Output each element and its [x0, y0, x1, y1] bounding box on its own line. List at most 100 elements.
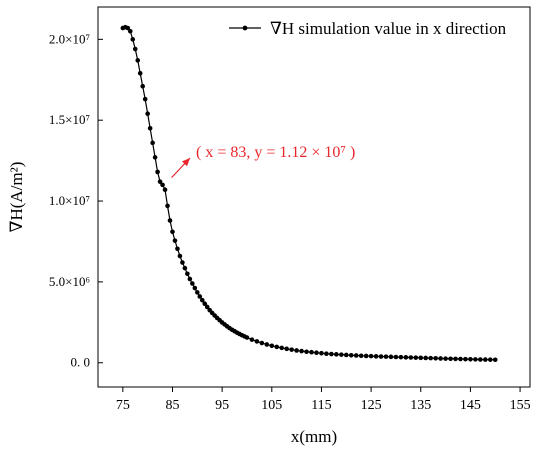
data-point — [175, 246, 180, 252]
data-point — [289, 347, 294, 352]
data-point — [378, 354, 384, 359]
data-point — [438, 356, 443, 361]
y-tick-label: 1.5×10⁷ — [49, 112, 90, 127]
data-point — [202, 301, 208, 307]
legend-marker — [242, 25, 248, 31]
data-point — [170, 229, 175, 235]
data-point — [132, 46, 138, 52]
x-tick-label: 145 — [460, 398, 481, 413]
legend-entry: ∇H simulation value in x direction — [270, 19, 507, 38]
data-point — [254, 339, 260, 344]
data-point — [408, 355, 414, 360]
data-point — [433, 355, 438, 361]
data-point — [319, 350, 324, 356]
data-point — [383, 354, 389, 359]
data-point — [329, 351, 334, 357]
data-point — [197, 294, 203, 299]
x-tick-label: 125 — [361, 398, 382, 413]
data-point — [140, 83, 145, 89]
x-tick-label: 135 — [410, 398, 431, 413]
data-point — [309, 349, 314, 355]
data-point — [478, 357, 483, 362]
data-point — [343, 352, 349, 358]
data-point — [403, 355, 409, 360]
data-point — [314, 350, 319, 356]
x-tick-label: 105 — [261, 398, 282, 413]
data-point — [358, 353, 364, 359]
data-point — [393, 354, 399, 360]
data-point — [269, 343, 275, 349]
x-tick-label: 95 — [215, 398, 229, 413]
data-point — [443, 356, 448, 361]
y-tick-label: 1.0×10⁷ — [49, 193, 90, 208]
data-point — [363, 353, 369, 359]
data-point — [339, 352, 344, 357]
series-line — [122, 26, 496, 361]
data-point — [453, 356, 458, 362]
annotation: ( x = 83, y = 1.12 × 10⁷ ) — [171, 144, 355, 179]
data-point — [145, 111, 150, 117]
data-point — [199, 297, 205, 303]
x-tick-label: 85 — [165, 398, 179, 413]
data-point — [448, 356, 453, 362]
data-point — [160, 182, 165, 188]
data-point — [259, 340, 265, 346]
data-point — [192, 285, 198, 291]
data-point — [418, 355, 424, 361]
data-point — [423, 355, 429, 361]
annotation-label: ( x = 83, y = 1.12 × 10⁷ ) — [196, 144, 355, 161]
data-point — [483, 357, 488, 362]
data-point — [157, 179, 163, 184]
data-point — [167, 218, 173, 223]
data-point — [463, 356, 468, 362]
data-point — [373, 354, 379, 359]
data-point — [334, 352, 339, 357]
data-point — [279, 345, 285, 351]
data-point — [249, 337, 255, 342]
y-tick-label: 5.0×10⁶ — [49, 274, 90, 289]
data-point — [487, 357, 493, 362]
data-point — [398, 354, 404, 360]
data-point — [428, 355, 433, 361]
legend: ∇H simulation value in x direction — [229, 19, 507, 38]
data-point — [284, 346, 289, 352]
x-tick-label: 155 — [510, 398, 531, 413]
x-axis-label: x(mm) — [291, 427, 337, 446]
y-tick-label: 0. 0 — [71, 355, 91, 370]
data-point — [152, 155, 158, 160]
data-point — [155, 169, 160, 175]
data-point — [468, 356, 473, 362]
data-point — [299, 348, 304, 354]
data-point — [492, 357, 498, 363]
data-point — [172, 238, 178, 243]
y-axis-label: ∇H(A/m²) — [7, 162, 26, 233]
x-tick-label: 115 — [311, 398, 331, 413]
series-layer — [120, 24, 498, 363]
data-point — [324, 351, 329, 356]
data-point — [244, 335, 250, 340]
data-point — [388, 354, 394, 360]
data-point — [473, 357, 478, 362]
data-point — [353, 353, 359, 358]
y-tick-label: 2.0×10⁷ — [49, 31, 90, 46]
data-point — [195, 290, 200, 295]
data-point — [304, 349, 309, 355]
x-tick-label: 75 — [116, 398, 130, 413]
data-point — [294, 348, 299, 353]
y-axis-ticks: 0. 0 5.0×10⁶ 1.0×10⁷ 1.5×10⁷ 2.0×10⁷ — [49, 31, 103, 370]
data-point — [413, 355, 419, 360]
data-point — [368, 353, 374, 359]
data-point — [182, 265, 188, 271]
data-point — [162, 187, 168, 193]
data-point — [185, 271, 190, 277]
data-point — [177, 253, 183, 259]
data-point — [130, 37, 136, 42]
data-point — [274, 344, 280, 350]
data-point — [127, 28, 133, 34]
data-point — [137, 70, 143, 76]
data-point — [147, 125, 153, 131]
x-axis-ticks: 75 85 95 105 115 125 135 145 155 — [116, 387, 531, 413]
data-point — [180, 260, 185, 265]
plot-frame — [97, 6, 531, 388]
